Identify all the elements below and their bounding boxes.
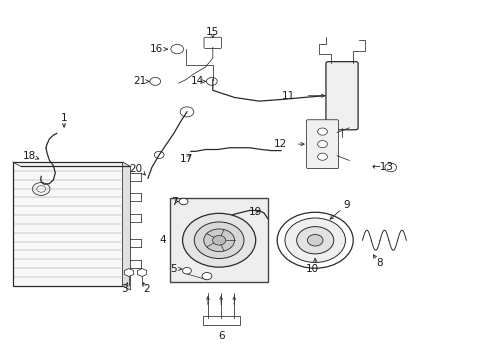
Text: 4: 4 xyxy=(160,235,166,245)
Circle shape xyxy=(150,77,160,85)
Circle shape xyxy=(203,229,234,252)
Circle shape xyxy=(384,163,396,172)
Text: 10: 10 xyxy=(305,264,319,274)
Circle shape xyxy=(182,267,191,274)
Circle shape xyxy=(296,226,333,254)
Polygon shape xyxy=(124,269,133,276)
Bar xyxy=(170,198,267,282)
Text: 3: 3 xyxy=(121,284,127,294)
Circle shape xyxy=(307,234,323,246)
Circle shape xyxy=(317,153,327,160)
Bar xyxy=(13,162,122,286)
Text: 2: 2 xyxy=(143,284,149,294)
Text: 9: 9 xyxy=(343,200,349,210)
Text: 17: 17 xyxy=(179,154,192,164)
FancyBboxPatch shape xyxy=(325,62,357,130)
Circle shape xyxy=(317,128,327,135)
Text: ←13: ←13 xyxy=(370,162,392,172)
Text: 12: 12 xyxy=(273,139,286,149)
Circle shape xyxy=(212,235,225,245)
Text: 8: 8 xyxy=(376,258,383,268)
Text: 16: 16 xyxy=(150,44,163,54)
Text: 15: 15 xyxy=(206,27,219,37)
Polygon shape xyxy=(122,162,130,290)
Circle shape xyxy=(317,140,327,148)
Polygon shape xyxy=(137,269,146,276)
Circle shape xyxy=(180,107,193,117)
Circle shape xyxy=(277,212,352,268)
Circle shape xyxy=(37,186,45,192)
Text: 7: 7 xyxy=(171,197,177,207)
Text: 19: 19 xyxy=(248,207,261,217)
Circle shape xyxy=(32,183,50,195)
Text: 11: 11 xyxy=(281,91,294,101)
Text: 14: 14 xyxy=(190,76,203,86)
Circle shape xyxy=(179,198,187,205)
Circle shape xyxy=(202,273,211,280)
Text: 1: 1 xyxy=(61,113,67,123)
Text: 21: 21 xyxy=(133,76,146,86)
Circle shape xyxy=(182,213,255,267)
Circle shape xyxy=(285,218,345,262)
FancyBboxPatch shape xyxy=(306,120,338,168)
Text: 18: 18 xyxy=(22,150,36,161)
Text: 20: 20 xyxy=(129,164,142,174)
Text: 6: 6 xyxy=(217,331,224,341)
Circle shape xyxy=(194,222,244,258)
Circle shape xyxy=(154,151,163,158)
Text: 5: 5 xyxy=(170,264,177,274)
Circle shape xyxy=(206,77,217,85)
FancyBboxPatch shape xyxy=(203,37,221,48)
Bar xyxy=(203,316,239,325)
Circle shape xyxy=(170,44,183,54)
